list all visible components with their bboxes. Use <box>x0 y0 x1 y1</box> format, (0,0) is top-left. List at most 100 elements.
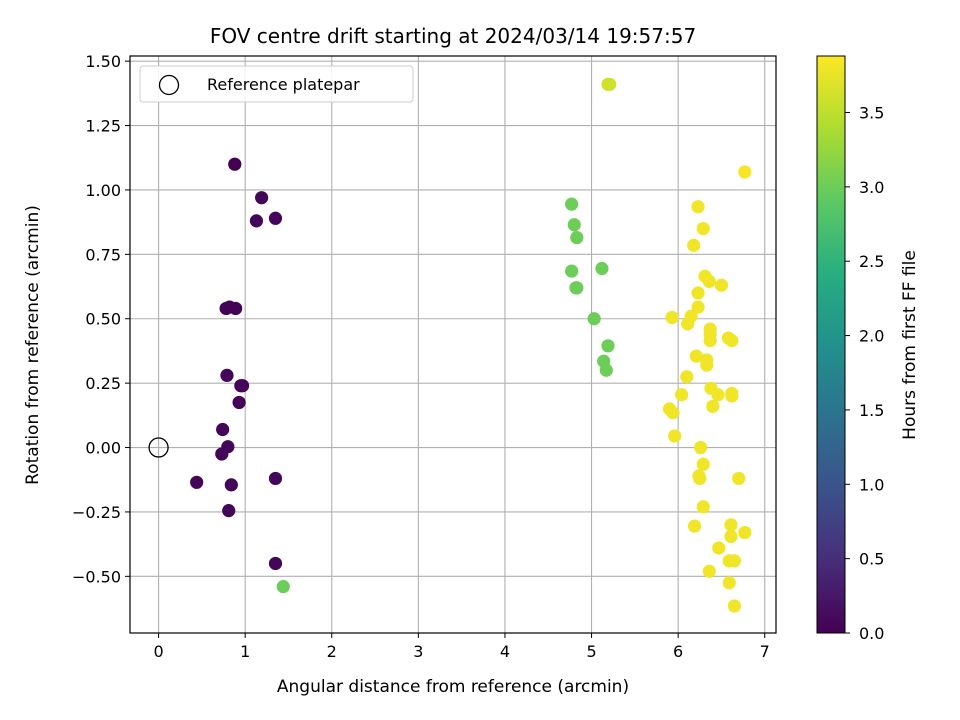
colorbar-tick-label: 1.5 <box>859 401 884 420</box>
legend-label: Reference platepar <box>207 75 360 94</box>
y-tick-label: 0.75 <box>85 245 121 264</box>
data-point <box>687 238 701 252</box>
data-point <box>565 197 579 211</box>
data-point <box>567 218 581 232</box>
data-point <box>703 334 717 348</box>
data-point <box>665 310 679 325</box>
y-tick-label: −0.25 <box>72 503 121 522</box>
x-tick-label: 7 <box>760 642 770 661</box>
colorbar-ticks: 3.5 3.0 2.5 2.0 1.5 1.0 0.5 0.0 <box>845 104 884 643</box>
data-point <box>689 349 703 363</box>
data-point <box>222 504 236 518</box>
data-point <box>738 165 752 179</box>
y-tick-label: −0.50 <box>72 567 121 586</box>
x-tick-label: 0 <box>153 642 163 661</box>
reference-platepar-point <box>148 437 169 458</box>
colorbar-tick-label: 1.0 <box>859 475 884 494</box>
data-point <box>725 389 739 403</box>
data-point <box>599 363 613 377</box>
y-tick-label: 0.25 <box>85 374 121 393</box>
colorbar-tick-label: 2.5 <box>859 252 884 271</box>
data-point <box>680 370 694 384</box>
x-axis-label: Angular distance from reference (arcmin) <box>277 677 629 697</box>
data-point <box>268 211 283 225</box>
data-point <box>691 286 705 300</box>
data-point <box>675 388 689 402</box>
data-point <box>603 77 617 91</box>
data-point <box>268 471 283 486</box>
x-tick-label: 6 <box>673 642 683 661</box>
data-point <box>565 264 579 278</box>
data-point <box>190 475 204 489</box>
data-point <box>725 334 739 348</box>
data-point <box>268 556 283 571</box>
data-point <box>249 214 264 228</box>
data-point <box>691 300 705 314</box>
y-tick-label: 1.00 <box>85 181 121 200</box>
data-point <box>727 554 742 568</box>
y-axis-label: Rotation from reference (arcmin) <box>23 205 43 485</box>
y-tick-label: 1.50 <box>85 52 121 71</box>
data-point <box>220 368 234 383</box>
data-point <box>722 576 736 590</box>
x-tick-label: 3 <box>413 642 423 661</box>
colorbar-label: Hours from first FF file <box>900 250 920 440</box>
x-tick-label: 2 <box>327 642 337 661</box>
x-axis-ticks: 0 1 2 3 4 5 6 7 <box>153 633 770 661</box>
colorbar-tick-label: 3.5 <box>859 104 884 123</box>
y-tick-label: 1.25 <box>85 117 121 136</box>
grid-lines <box>130 56 776 633</box>
data-point <box>696 221 710 236</box>
data-point <box>732 471 746 486</box>
data-point <box>216 422 230 437</box>
y-tick-label: 0.50 <box>85 310 121 329</box>
data-point <box>595 261 609 276</box>
x-tick-label: 1 <box>240 642 250 661</box>
data-point <box>681 317 695 331</box>
colorbar-tick-label: 3.0 <box>859 178 884 197</box>
data-point <box>601 339 615 353</box>
data-point <box>691 200 705 214</box>
data-point <box>738 525 752 540</box>
colorbar <box>816 55 846 634</box>
data-point <box>688 519 702 533</box>
legend-marker <box>158 74 180 96</box>
data-point <box>587 312 601 326</box>
data-point <box>700 358 714 372</box>
data-point <box>570 231 584 245</box>
data-point <box>224 478 238 492</box>
y-axis-ticks: 1.50 1.25 1.00 0.75 0.50 0.25 0.00 −0.25 −0.50 <box>72 52 130 586</box>
data-point <box>712 541 726 555</box>
data-point <box>668 429 682 443</box>
data-point <box>255 191 269 205</box>
chart-title: FOV centre drift starting at 2024/03/14 … <box>210 24 696 48</box>
colorbar-tick-label: 0.5 <box>859 550 884 569</box>
data-point <box>711 388 725 402</box>
data-point <box>276 580 290 594</box>
colorbar-tick-label: 2.0 <box>859 327 884 346</box>
x-tick-label: 4 <box>500 642 510 661</box>
data-point <box>724 518 738 532</box>
data-point <box>696 500 710 514</box>
data-point <box>714 278 729 292</box>
data-point <box>229 301 243 316</box>
data-point <box>215 447 229 461</box>
legend-box <box>139 65 414 103</box>
colorbar-tick-label: 0.0 <box>859 624 884 643</box>
data-point <box>570 281 584 295</box>
data-point <box>724 529 738 544</box>
x-tick-label: 5 <box>586 642 596 661</box>
y-tick-label: 0.00 <box>85 439 121 458</box>
data-point <box>693 471 707 486</box>
data-point <box>235 379 250 393</box>
data-point <box>232 395 246 410</box>
data-point <box>706 399 720 413</box>
data-point <box>696 457 710 471</box>
data-points <box>148 77 752 613</box>
plot-frame <box>129 55 777 634</box>
data-point <box>694 440 708 455</box>
data-point <box>666 406 680 420</box>
data-point <box>702 274 716 288</box>
data-point <box>727 599 742 613</box>
